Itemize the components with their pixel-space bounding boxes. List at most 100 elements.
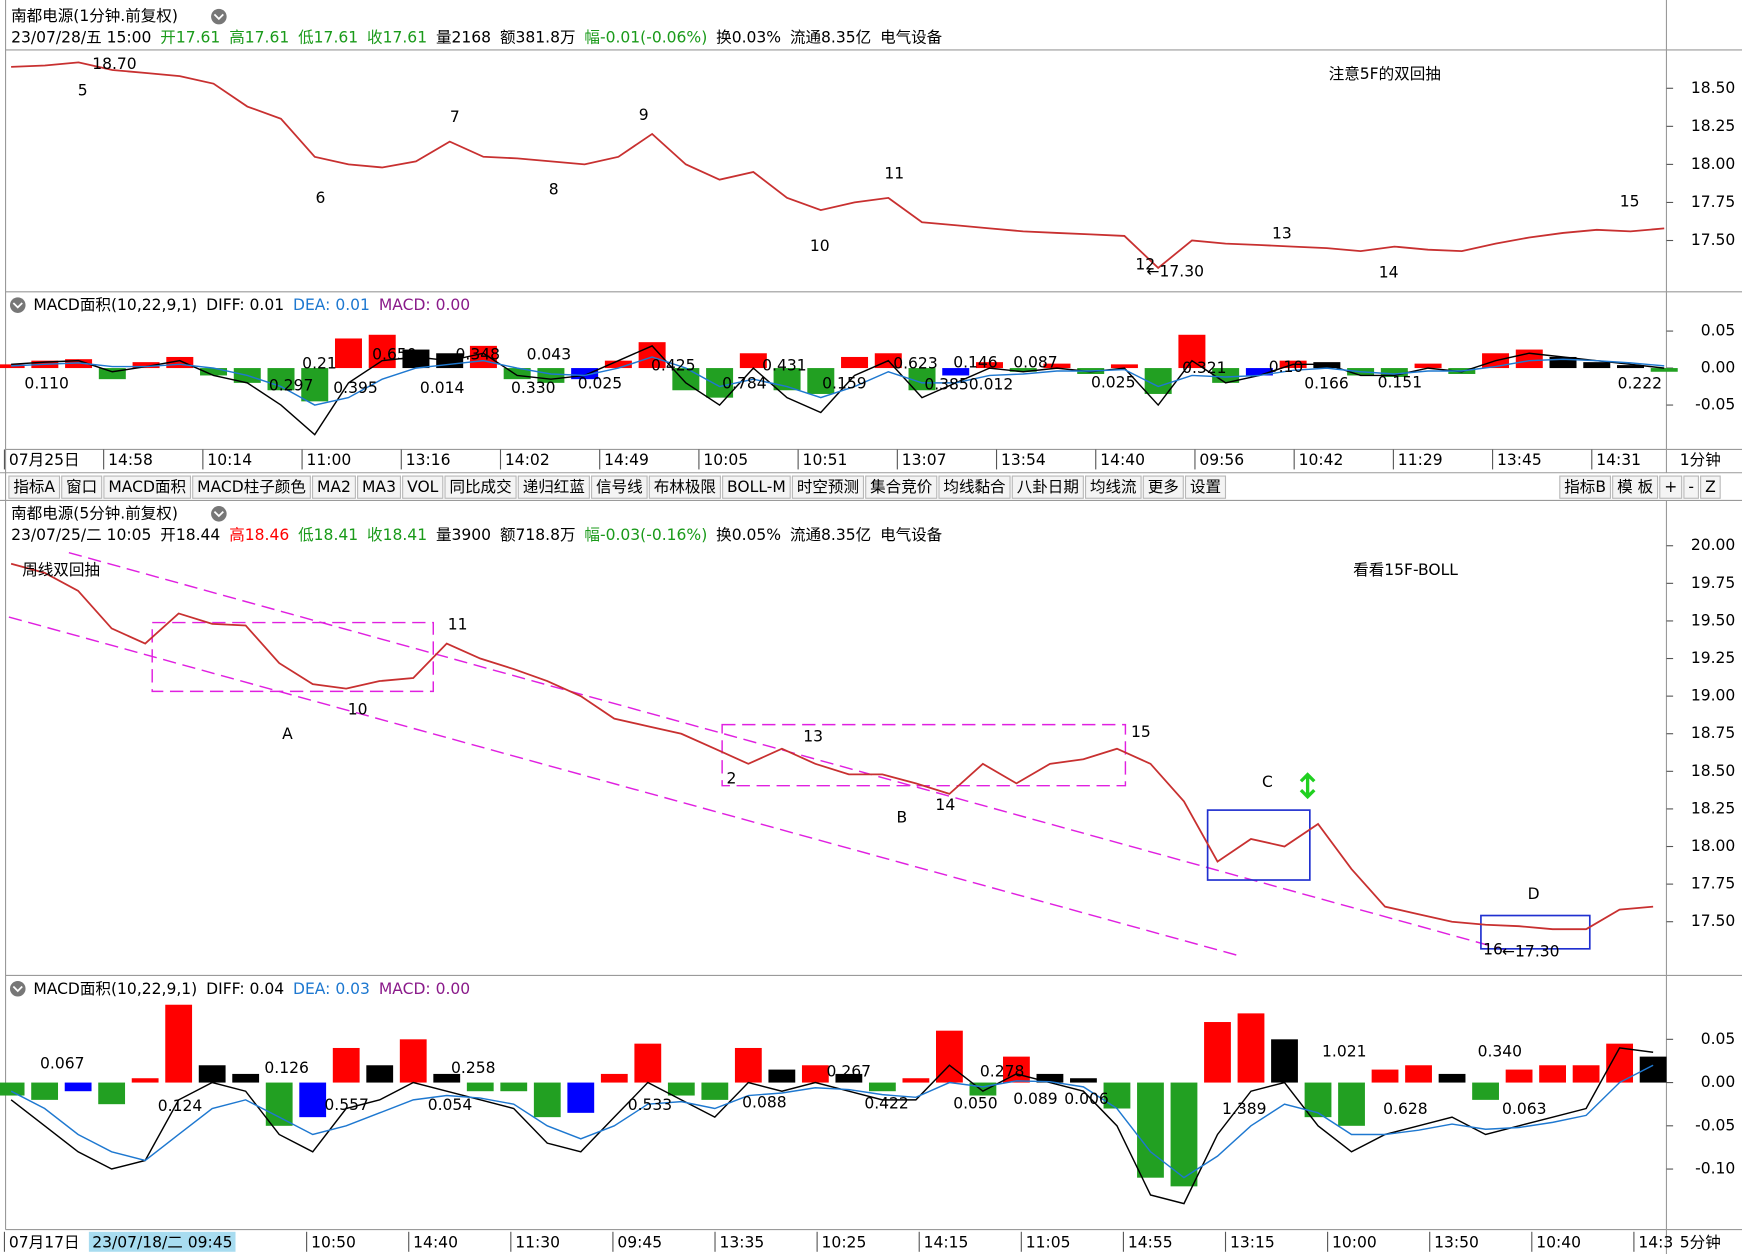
toolbar-button[interactable]: 信号线 bbox=[591, 475, 648, 499]
y-tick-label: 18.00 bbox=[1691, 837, 1735, 855]
button-label[interactable]: MA3 bbox=[362, 478, 396, 496]
button-label[interactable]: 窗口 bbox=[66, 478, 97, 496]
macd-bar bbox=[701, 1082, 729, 1100]
button-label[interactable]: 集合竞价 bbox=[870, 478, 933, 496]
annotation: ←17.30 bbox=[1147, 262, 1205, 280]
button-bg[interactable] bbox=[1700, 475, 1721, 499]
toolbar-button[interactable]: 更多 bbox=[1142, 475, 1184, 499]
button-bg[interactable] bbox=[8, 475, 61, 499]
annotation: 15 bbox=[1620, 192, 1640, 210]
button-bg[interactable] bbox=[591, 475, 648, 499]
button-bg[interactable] bbox=[61, 475, 103, 499]
button-label[interactable]: 信号线 bbox=[596, 478, 643, 496]
button-bg[interactable] bbox=[311, 475, 356, 499]
toolbar-button[interactable]: MA3 bbox=[357, 475, 401, 499]
button-bg[interactable] bbox=[402, 475, 444, 499]
button-bg[interactable] bbox=[1683, 475, 1699, 499]
button-label[interactable]: 更多 bbox=[1148, 478, 1179, 496]
button-bg[interactable] bbox=[357, 475, 401, 499]
toolbar-button[interactable]: 同比成交 bbox=[444, 475, 517, 499]
macd-bar bbox=[165, 1004, 193, 1083]
annotation: 10 bbox=[810, 237, 830, 255]
macd-value-label: 0.025 bbox=[1091, 373, 1135, 391]
button-label[interactable]: MACD柱子颜色 bbox=[197, 478, 306, 496]
button-label[interactable]: 模 板 bbox=[1617, 478, 1653, 496]
button-bg[interactable] bbox=[1659, 475, 1683, 499]
button-label[interactable]: 指标B bbox=[1564, 478, 1606, 496]
button-label[interactable]: MA2 bbox=[317, 478, 351, 496]
button-label[interactable]: 均线流 bbox=[1090, 478, 1137, 496]
button-label[interactable]: 设置 bbox=[1190, 478, 1221, 496]
toolbar-button[interactable]: MA2 bbox=[311, 475, 356, 499]
macd-bar bbox=[98, 1082, 126, 1105]
button-label[interactable]: VOL bbox=[407, 478, 439, 496]
toolbar-button[interactable]: 时空预测 bbox=[791, 475, 865, 499]
button-bg[interactable] bbox=[865, 475, 938, 499]
macd-bar bbox=[1338, 1082, 1365, 1126]
button-bg[interactable] bbox=[722, 475, 791, 499]
toolbar-button[interactable]: Z bbox=[1700, 475, 1721, 499]
toolbar-button[interactable]: - bbox=[1683, 475, 1699, 499]
button-bg[interactable] bbox=[517, 475, 590, 499]
macd-value-label: 0.222 bbox=[1618, 374, 1662, 392]
toolbar-button[interactable]: 指标A bbox=[8, 475, 61, 499]
toolbar-button[interactable]: 集合竞价 bbox=[865, 475, 938, 499]
toolbar-button[interactable]: 模 板 bbox=[1612, 475, 1659, 499]
macd-bar bbox=[1036, 1073, 1064, 1083]
toolbar-button[interactable]: + bbox=[1659, 475, 1683, 499]
button-label[interactable]: 同比成交 bbox=[449, 478, 511, 496]
button-label[interactable]: 递归红蓝 bbox=[523, 478, 585, 496]
button-bg[interactable] bbox=[1084, 475, 1142, 499]
button-label[interactable]: MACD面积 bbox=[108, 478, 186, 496]
y-tick-label: 18.00 bbox=[1691, 155, 1735, 173]
button-bg[interactable] bbox=[938, 475, 1011, 499]
button-bg[interactable] bbox=[1011, 475, 1084, 499]
button-bg[interactable] bbox=[1612, 475, 1659, 499]
macd-bar bbox=[232, 1073, 260, 1083]
toolbar-button[interactable]: 均线流 bbox=[1084, 475, 1142, 499]
macd-bar bbox=[571, 368, 599, 380]
button-bg[interactable] bbox=[1184, 475, 1227, 499]
y-tick-label: 19.00 bbox=[1691, 687, 1735, 705]
macd-bar bbox=[500, 1082, 528, 1092]
macd-value-label: 0.10 bbox=[1269, 358, 1304, 376]
y-tick-label: 19.75 bbox=[1691, 574, 1735, 592]
button-bg[interactable] bbox=[1142, 475, 1184, 499]
toolbar-button[interactable]: 指标B bbox=[1559, 475, 1611, 499]
button-label[interactable]: 均线黏合 bbox=[943, 478, 1006, 496]
title-menu-icon[interactable] bbox=[211, 506, 227, 522]
button-bg[interactable] bbox=[1559, 475, 1611, 499]
toolbar-button[interactable]: 布林极限 bbox=[648, 475, 721, 499]
button-label[interactable]: Z bbox=[1705, 478, 1716, 496]
button-label[interactable]: 布林极限 bbox=[654, 478, 716, 496]
toolbar-button[interactable]: MACD柱子颜色 bbox=[192, 475, 311, 499]
button-label[interactable]: BOLL-M bbox=[727, 478, 786, 496]
toolbar-button[interactable]: 设置 bbox=[1184, 475, 1227, 499]
button-label[interactable]: + bbox=[1664, 478, 1677, 496]
button-bg[interactable] bbox=[192, 475, 311, 499]
button-bg[interactable] bbox=[103, 475, 192, 499]
button-bg[interactable] bbox=[791, 475, 865, 499]
button-label[interactable]: 时空预测 bbox=[797, 478, 859, 496]
macd-menu-icon[interactable] bbox=[9, 297, 26, 313]
button-bg[interactable] bbox=[648, 475, 721, 499]
button-label[interactable]: - bbox=[1688, 478, 1694, 496]
button-label[interactable]: 指标A bbox=[13, 478, 55, 496]
toolbar-button[interactable]: BOLL-M bbox=[722, 475, 791, 499]
toolbar-button[interactable]: MACD面积 bbox=[103, 475, 192, 499]
toolbar-button[interactable]: 窗口 bbox=[61, 475, 103, 499]
toolbar-button[interactable]: 八卦日期 bbox=[1011, 475, 1084, 499]
toolbar-button[interactable]: 递归红蓝 bbox=[517, 475, 590, 499]
macd-value-label: 0.21 bbox=[302, 354, 337, 372]
y-tick-label: 0.00 bbox=[1701, 1073, 1736, 1091]
title-menu-icon[interactable] bbox=[211, 8, 227, 25]
macd-menu-icon[interactable] bbox=[9, 981, 26, 997]
macd-bar bbox=[1515, 349, 1543, 369]
macd-bar bbox=[332, 1047, 360, 1083]
toolbar-button[interactable]: VOL bbox=[402, 475, 444, 499]
info-line-part: 流通8.35亿 bbox=[790, 28, 871, 46]
button-label[interactable]: 八卦日期 bbox=[1017, 478, 1079, 496]
button-bg[interactable] bbox=[444, 475, 517, 499]
toolbar-button[interactable]: 均线黏合 bbox=[938, 475, 1011, 499]
